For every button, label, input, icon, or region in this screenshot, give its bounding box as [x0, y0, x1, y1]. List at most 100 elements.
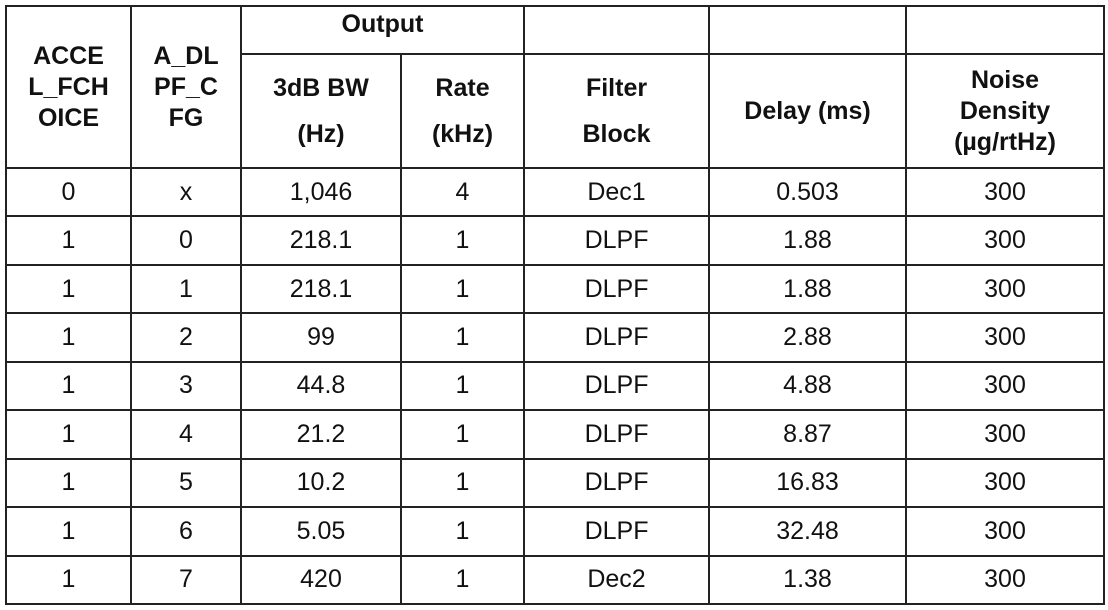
header-text-line: ACCE [33, 41, 104, 70]
cell-accel-fchoice: 0 [5, 166, 132, 218]
header-empty-cell [905, 5, 1106, 55]
cell-filter-block: DLPF [523, 409, 711, 460]
cell-delay: 4.88 [708, 360, 908, 412]
cell-3db-bw: 5.05 [240, 506, 402, 557]
cell-accel-fchoice: 1 [5, 312, 132, 363]
cell-a-dlpf-cfg: 3 [130, 360, 242, 412]
cell-noise-density: 300 [905, 263, 1106, 315]
header-text-line: Density [959, 96, 1051, 125]
table-row: 1 5 10.2 1 DLPF 16.83 300 [5, 457, 1106, 509]
header-3db-bw: 3dB BW (Hz) [240, 53, 402, 169]
header-text-line: (Hz) [297, 120, 345, 148]
cell-delay: 8.87 [708, 409, 908, 460]
header-a-dlpf-cfg: A_DL PF_C FG [130, 5, 242, 169]
cell-a-dlpf-cfg: 0 [130, 215, 242, 266]
cell-noise-density: 300 [905, 360, 1106, 412]
header-delay: Delay (ms) [708, 53, 908, 169]
cell-delay: 0.503 [708, 166, 908, 218]
cell-noise-density: 300 [905, 409, 1106, 460]
header-noise-density: Noise Density (µg/rtHz) [905, 53, 1106, 169]
header-text-line: 3dB BW [273, 74, 369, 102]
header-filter-block: Filter Block [523, 53, 711, 169]
cell-filter-block: Dec2 [523, 554, 711, 605]
cell-accel-fchoice: 1 [5, 506, 132, 557]
cell-rate: 1 [399, 215, 526, 266]
cell-accel-fchoice: 1 [5, 215, 132, 266]
table-body: 0 x 1,046 4 Dec1 0.503 300 1 0 218.1 1 DLPF 1.88 300 1… [5, 166, 1106, 605]
cell-accel-fchoice: 1 [5, 360, 132, 412]
table-row: 1 3 44.8 1 DLPF 4.88 300 [5, 360, 1106, 412]
header-text-line: OICE [37, 103, 100, 132]
header-text-line: (kHz) [431, 120, 494, 148]
header-rate: Rate (kHz) [399, 53, 526, 169]
header-text-line: A_DL [153, 41, 219, 70]
header-text-line: L_FCH [28, 72, 109, 101]
header-row-top: ACCE L_FCH OICE A_DL PF_C FG Output [5, 5, 1106, 169]
cell-rate: 1 [399, 409, 526, 460]
cell-3db-bw: 99 [240, 312, 402, 363]
header-text-line: Rate [435, 74, 490, 102]
cell-accel-fchoice: 1 [5, 457, 132, 509]
cell-filter-block: DLPF [523, 312, 711, 363]
cell-a-dlpf-cfg: 6 [130, 506, 242, 557]
cell-a-dlpf-cfg: 5 [130, 457, 242, 509]
table-row: 0 x 1,046 4 Dec1 0.503 300 [5, 166, 1106, 218]
cell-filter-block: DLPF [523, 215, 711, 266]
cell-rate: 1 [399, 506, 526, 557]
cell-accel-fchoice: 1 [5, 263, 132, 315]
cell-delay: 1.38 [708, 554, 908, 605]
cell-filter-block: Dec1 [523, 166, 711, 218]
cell-delay: 32.48 [708, 506, 908, 557]
header-text-line: Filter [585, 74, 648, 102]
cell-noise-density: 300 [905, 166, 1106, 218]
header-text-line: PF_C [154, 72, 218, 101]
cell-delay: 1.88 [708, 215, 908, 266]
cell-noise-density: 300 [905, 312, 1106, 363]
cell-a-dlpf-cfg: 7 [130, 554, 242, 605]
cell-noise-density: 300 [905, 506, 1106, 557]
cell-3db-bw: 420 [240, 554, 402, 605]
cell-3db-bw: 1,046 [240, 166, 402, 218]
cell-filter-block: DLPF [523, 457, 711, 509]
cell-delay: 1.88 [708, 263, 908, 315]
cell-3db-bw: 218.1 [240, 263, 402, 315]
cell-noise-density: 300 [905, 215, 1106, 266]
table-row: 1 6 5.05 1 DLPF 32.48 300 [5, 506, 1106, 557]
cell-delay: 16.83 [708, 457, 908, 509]
header-text-line: Block [582, 120, 651, 148]
header-output: Output [239, 5, 526, 55]
cell-a-dlpf-cfg: 2 [130, 312, 242, 363]
cell-delay: 2.88 [708, 312, 908, 363]
table-row: 1 0 218.1 1 DLPF 1.88 300 [5, 215, 1106, 266]
cell-a-dlpf-cfg: 1 [130, 263, 242, 315]
cell-accel-fchoice: 1 [5, 409, 132, 460]
table-row: 1 1 218.1 1 DLPF 1.88 300 [5, 263, 1106, 315]
header-row-sub: 3dB BW (Hz) Rate (kHz) Filter Block Dela… [6, 53, 1106, 169]
header-text-line: Noise [970, 65, 1040, 94]
cell-rate: 4 [399, 166, 526, 218]
filter-config-table: ACCE L_FCH OICE A_DL PF_C FG Output 3dB … [5, 5, 1106, 605]
cell-3db-bw: 44.8 [240, 360, 402, 412]
cell-filter-block: DLPF [523, 506, 711, 557]
cell-3db-bw: 21.2 [240, 409, 402, 460]
header-empty-cell [708, 5, 908, 55]
header-text-line: (µg/rtHz) [954, 127, 1056, 156]
cell-rate: 1 [399, 312, 526, 363]
header-accel-fchoice: ACCE L_FCH OICE [5, 5, 132, 169]
cell-3db-bw: 10.2 [240, 457, 402, 509]
cell-rate: 1 [399, 457, 526, 509]
cell-rate: 1 [399, 360, 526, 412]
table-row: 1 2 99 1 DLPF 2.88 300 [5, 312, 1106, 363]
cell-filter-block: DLPF [523, 360, 711, 412]
cell-a-dlpf-cfg: x [130, 166, 242, 218]
cell-rate: 1 [399, 554, 526, 605]
cell-3db-bw: 218.1 [240, 215, 402, 266]
cell-noise-density: 300 [905, 554, 1106, 605]
cell-rate: 1 [399, 263, 526, 315]
table-row: 1 4 21.2 1 DLPF 8.87 300 [5, 409, 1106, 460]
cell-noise-density: 300 [905, 457, 1106, 509]
cell-a-dlpf-cfg: 4 [130, 409, 242, 460]
header-text-line: FG [168, 103, 204, 132]
header-empty-cell [523, 5, 711, 55]
cell-filter-block: DLPF [523, 263, 711, 315]
